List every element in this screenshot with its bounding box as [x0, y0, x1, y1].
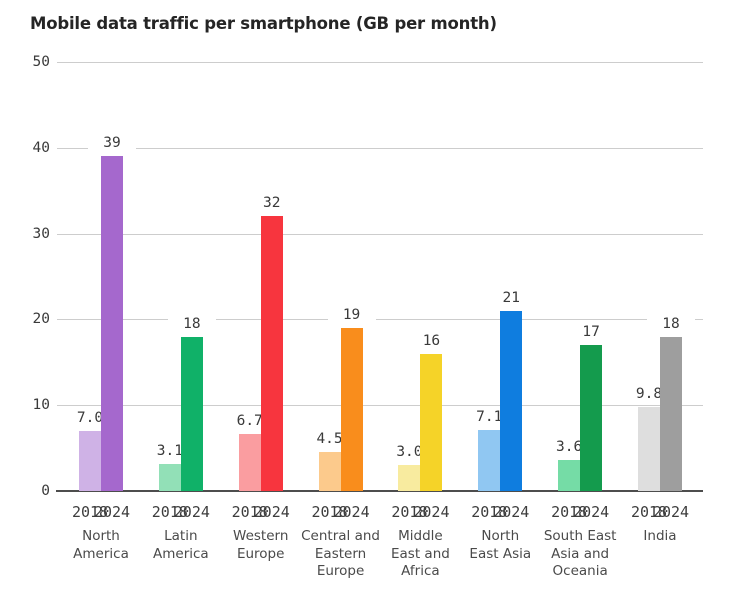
year-label-2018-latin-america: 2018	[151, 503, 188, 521]
bar-2018-central-and-eastern-europe	[318, 452, 341, 491]
bar-2024-middle-east-and-africa	[420, 353, 443, 491]
y-axis-tick-label: 10	[32, 397, 50, 414]
chart-title: Mobile data traffic per smartphone (GB p…	[30, 14, 497, 33]
bar-2024-india	[660, 336, 682, 491]
year-label-2024-western-europe: 2024	[253, 503, 290, 521]
y-axis-tick-label: 50	[32, 54, 50, 70]
value-label-2024-north-america: 39	[88, 135, 136, 152]
year-label-2018-central-and-eastern-europe: 2018	[311, 503, 348, 521]
bar-2024-north-america	[101, 156, 123, 491]
year-label-2024-south-east-asia-and-oceania: 2024	[573, 503, 610, 521]
y-axis-tick-label: 30	[32, 225, 50, 242]
year-label-2024-north-east-asia: 2024	[493, 503, 530, 521]
y-axis-tick-label: 0	[41, 483, 50, 499]
year-label-2018-india: 2018	[630, 503, 668, 521]
year-label-2024-north-america: 2024	[93, 503, 131, 521]
year-label-2024-central-and-eastern-europe: 2024	[333, 503, 370, 521]
bar-2018-north-east-asia	[478, 430, 501, 491]
bar-2018-middle-east-and-africa	[398, 465, 421, 491]
bar-2018-south-east-asia-and-oceania	[558, 460, 581, 491]
bar-2018-western-europe	[238, 433, 261, 491]
bar-2024-south-east-asia-and-oceania	[580, 345, 603, 491]
year-label-2018-south-east-asia-and-oceania: 2018	[551, 503, 588, 521]
region-label-north-america: North America	[73, 528, 129, 562]
value-label-2024-india: 18	[647, 315, 695, 332]
year-label-2018-north-america: 2018	[71, 503, 109, 521]
bar-2024-north-east-asia	[500, 310, 523, 491]
gridline-30	[57, 233, 703, 235]
bar-2024-latin-america	[180, 336, 203, 491]
value-label-2024-middle-east-and-africa: 16	[407, 332, 456, 349]
gridline-50	[57, 62, 703, 63]
region-label-south-east-asia-and-oceania: South East Asia and Oceania	[543, 528, 617, 580]
year-label-2024-middle-east-and-africa: 2024	[413, 503, 450, 521]
y-axis-tick-label: 20	[32, 311, 50, 328]
value-label-2024-north-east-asia: 21	[487, 289, 536, 306]
bar-2024-central-and-eastern-europe	[340, 327, 363, 491]
year-label-2024-india: 2024	[652, 503, 690, 521]
region-label-north-east-asia: North East Asia	[469, 528, 532, 562]
gridline-10	[57, 405, 703, 407]
value-label-2024-south-east-asia-and-oceania: 17	[567, 324, 616, 341]
year-label-2024-latin-america: 2024	[173, 503, 210, 521]
value-label-2024-central-and-eastern-europe: 19	[327, 306, 376, 323]
region-label-middle-east-and-africa: Middle East and Africa	[391, 528, 450, 580]
region-label-india: India	[643, 528, 677, 544]
region-label-central-and-eastern-europe: Central and Eastern Europe	[301, 528, 380, 580]
bar-2018-latin-america	[158, 464, 181, 491]
value-label-2024-western-europe: 32	[247, 195, 296, 212]
y-axis-tick-label: 40	[32, 139, 50, 156]
year-label-2018-middle-east-and-africa: 2018	[391, 503, 428, 521]
year-label-2018-western-europe: 2018	[231, 503, 268, 521]
bar-2018-india	[638, 406, 660, 491]
region-label-latin-america: Latin America	[153, 528, 209, 562]
value-label-2024-latin-america: 18	[167, 315, 216, 332]
gridline-40	[57, 147, 703, 149]
bar-2024-western-europe	[260, 216, 283, 491]
year-label-2018-north-east-asia: 2018	[471, 503, 508, 521]
region-label-western-europe: Western Europe	[233, 528, 289, 562]
x-axis-line	[56, 490, 703, 492]
gridline-20	[57, 319, 703, 321]
bar-2018-north-america	[79, 430, 101, 491]
